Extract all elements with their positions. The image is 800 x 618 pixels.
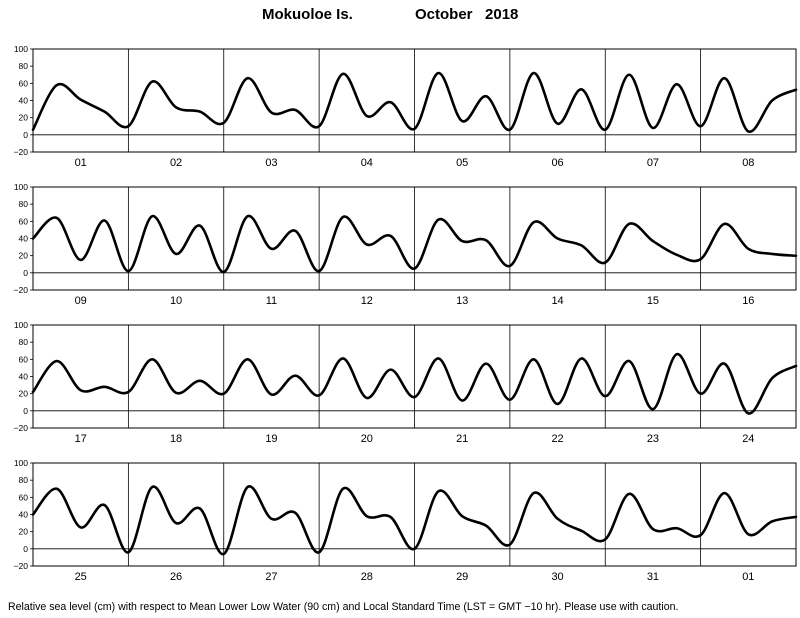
day-label: 27: [265, 571, 277, 583]
y-tick-label: 40: [19, 234, 29, 244]
y-tick-label: 20: [19, 251, 29, 261]
chart-title: Mokuoloe Is. October 2018: [0, 6, 800, 28]
y-tick-label: 60: [19, 78, 29, 88]
y-tick-label: 20: [19, 527, 29, 537]
day-label: 21: [456, 433, 468, 445]
y-tick-label: 80: [19, 475, 29, 485]
day-label: 08: [742, 157, 754, 169]
day-label: 12: [361, 295, 373, 307]
day-label: 29: [456, 571, 468, 583]
day-label: 06: [551, 157, 563, 169]
day-label: 13: [456, 295, 468, 307]
day-label: 22: [551, 433, 563, 445]
y-tick-label: 0: [23, 406, 28, 416]
tide-curve: [31, 352, 798, 415]
day-label: 16: [742, 295, 754, 307]
tide-curve: [31, 485, 798, 556]
day-label: 09: [75, 295, 87, 307]
y-tick-label: −20: [14, 423, 29, 433]
day-label: 23: [647, 433, 659, 445]
y-tick-label: 20: [19, 389, 29, 399]
y-tick-label: 80: [19, 199, 29, 209]
day-label: 03: [265, 157, 277, 169]
day-label: 14: [551, 295, 563, 307]
day-label: 20: [361, 433, 373, 445]
y-tick-label: 80: [19, 61, 29, 71]
y-tick-label: 20: [19, 113, 29, 123]
y-tick-label: 40: [19, 96, 29, 106]
y-tick-label: −20: [14, 285, 29, 295]
day-label: 30: [551, 571, 563, 583]
y-tick-label: −20: [14, 147, 29, 157]
day-label: 07: [647, 157, 659, 169]
y-tick-label: 60: [19, 492, 29, 502]
y-tick-label: 60: [19, 354, 29, 364]
day-label: 01: [75, 157, 87, 169]
day-label: 18: [170, 433, 182, 445]
day-label: 19: [265, 433, 277, 445]
title-month-year: October 2018: [415, 6, 518, 23]
tide-curve: [31, 71, 798, 133]
day-label: 04: [361, 157, 373, 169]
day-label: 28: [361, 571, 373, 583]
y-tick-label: 0: [23, 268, 28, 278]
title-month: October: [415, 6, 473, 23]
day-label: 02: [170, 157, 182, 169]
tide-curve: [31, 214, 798, 274]
day-label: 31: [647, 571, 659, 583]
day-label: 15: [647, 295, 659, 307]
y-tick-label: 0: [23, 130, 28, 140]
y-tick-label: 100: [14, 182, 28, 192]
y-tick-label: 100: [14, 44, 28, 54]
day-label: 05: [456, 157, 468, 169]
title-station: Mokuoloe Is.: [262, 6, 353, 23]
y-tick-label: 40: [19, 372, 29, 382]
day-label: 25: [75, 571, 87, 583]
y-tick-label: −20: [14, 561, 29, 571]
day-label: 26: [170, 571, 182, 583]
day-label: 11: [266, 295, 277, 307]
y-tick-label: 40: [19, 510, 29, 520]
day-label: 10: [170, 295, 182, 307]
day-label: 17: [75, 433, 87, 445]
y-tick-label: 80: [19, 337, 29, 347]
y-tick-label: 60: [19, 216, 29, 226]
y-tick-label: 100: [14, 458, 28, 468]
day-label: 01: [742, 571, 754, 583]
footer-note: Relative sea level (cm) with respect to …: [8, 601, 679, 613]
title-year: 2018: [485, 6, 519, 23]
y-tick-label: 100: [14, 320, 28, 330]
y-tick-label: 0: [23, 544, 28, 554]
day-label: 24: [742, 433, 754, 445]
